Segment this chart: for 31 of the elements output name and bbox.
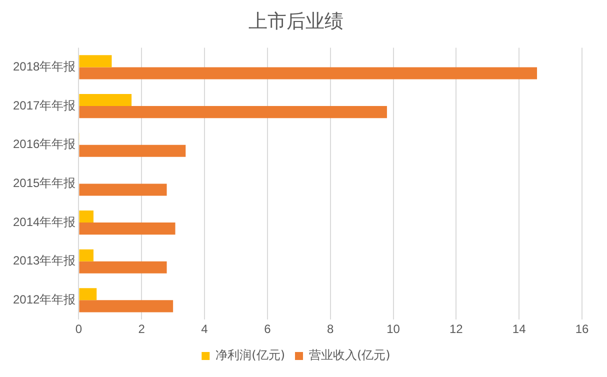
x-tick-label: 4 [201,322,208,336]
y-tick-label: 2014年年报 [12,214,76,229]
x-tick-label: 12 [449,322,464,336]
bar [79,94,132,106]
x-tick-label: 6 [264,322,272,336]
x-tick-label: 8 [327,322,334,336]
legend-label: 营业收入(亿元) [309,348,390,362]
bar [79,67,538,80]
bar [79,55,112,68]
x-tick-label: 10 [386,322,400,336]
bar [79,184,167,196]
x-tick-label: 16 [575,322,589,336]
bar [79,261,167,274]
bar [79,288,97,300]
y-tick-label: 2016年年报 [12,137,76,152]
bar [79,249,94,262]
y-tick-label: 2012年年报 [12,292,76,306]
y-tick-label: 2015年年报 [12,176,76,190]
bar [79,300,174,312]
bar [79,106,387,118]
bar [79,144,186,157]
x-tick-label: 0 [75,322,82,336]
bar [79,222,176,235]
x-tick-label: 2 [138,322,146,336]
x-tick-label: 14 [512,322,526,336]
y-tick-label: 2013年年报 [12,254,76,268]
chart-title: 上市后业绩 [248,10,344,32]
legend-label: 净利润(亿元) [216,348,286,362]
y-tick-label: 2018年年报 [12,60,76,74]
bar [79,210,94,223]
y-tick-label: 2017年年报 [12,98,76,112]
